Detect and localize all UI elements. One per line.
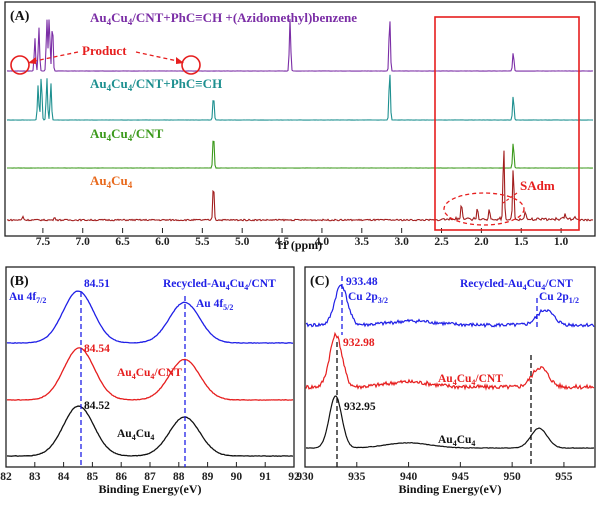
b-tick-label: 87 bbox=[144, 471, 156, 483]
nmr-trace-1 bbox=[7, 18, 594, 72]
b-label-cnt: Au4Cu4/CNT bbox=[117, 367, 182, 381]
a-tick-label: 2.0 bbox=[474, 236, 489, 248]
b-value-recycled: 84.51 bbox=[84, 278, 110, 290]
b-label-recycled: Recycled-Au4Cu4/CNT bbox=[163, 278, 276, 292]
b-tick-label: 88 bbox=[173, 471, 185, 483]
c-tick-label: 935 bbox=[348, 471, 366, 483]
panel-c-xlabel: Binding Energy(eV) bbox=[398, 482, 501, 496]
nmr-trace-2 bbox=[6, 74, 594, 121]
c-label-au4cu4: Au4Cu4 bbox=[438, 434, 475, 448]
product-circle-left bbox=[10, 55, 30, 75]
product-circle-right bbox=[181, 55, 201, 75]
b-label-au4cu4: Au4Cu4 bbox=[117, 428, 154, 442]
xps-au-trace-3 bbox=[6, 405, 294, 457]
xps-cu-trace-1 bbox=[305, 284, 595, 329]
panel-a-frame bbox=[4, 1, 596, 237]
panel-b-ticks: 82 83 84 85 86 87 88 89 90 91 92 bbox=[0, 462, 300, 483]
b-tick-label: 91 bbox=[259, 471, 271, 483]
c-label-cnt: Au4Cu4/CNT bbox=[438, 373, 503, 387]
panel-b-label: (B) bbox=[10, 274, 29, 289]
a-tick-label: 7.5 bbox=[36, 236, 51, 248]
b-tick-label: 83 bbox=[29, 471, 41, 483]
panel-a-traces bbox=[6, 18, 594, 222]
c-tick-label: 955 bbox=[555, 471, 573, 483]
c-label-cu2p12: Cu 2p1/2 bbox=[539, 291, 579, 305]
b-label-au4f52: Au 4f5/2 bbox=[196, 298, 233, 312]
panel-b-traces bbox=[6, 290, 294, 457]
panel-b-xlabel: Binding Energy(eV) bbox=[98, 482, 201, 496]
a-tick-label: 2.5 bbox=[434, 236, 449, 248]
panel-a-ticks: 7.5 7.0 6.5 6.0 5.5 5.0 4.5 4.0 3.5 3.0 2.5 2.0 1.5 1… bbox=[36, 228, 569, 248]
b-tick-label: 84 bbox=[58, 471, 70, 483]
b-tick-label: 90 bbox=[231, 471, 243, 483]
nmr-trace-4 bbox=[6, 150, 594, 222]
xps-au-trace-1 bbox=[6, 290, 294, 344]
xps-cu-trace-3 bbox=[305, 395, 595, 449]
highlight-box bbox=[434, 16, 580, 231]
c-value-recycled: 933.48 bbox=[346, 276, 378, 288]
product-arrowhead-right bbox=[176, 57, 184, 64]
sadm-ellipse bbox=[443, 192, 525, 226]
xps-au-trace-2 bbox=[6, 347, 294, 401]
annotation-product: Product bbox=[82, 43, 127, 58]
sadm-arrow bbox=[502, 192, 518, 204]
a-tick-label: 4.0 bbox=[315, 236, 330, 248]
b-value-au4cu4: 84.52 bbox=[84, 400, 110, 412]
b-tick-label: 82 bbox=[0, 471, 12, 483]
product-arrowhead-left bbox=[28, 57, 36, 64]
a-tick-label: 4.5 bbox=[275, 236, 290, 248]
panel-a: (A) 7.5 7.0 6.5 6.0 5.5 5.0 4.5 4.0 3.5 3.0 2.5 2.0… bbox=[4, 1, 596, 252]
panel-c-label: (C) bbox=[310, 274, 330, 289]
a-tick-label: 1.5 bbox=[514, 236, 529, 248]
a-tick-label: 3.5 bbox=[355, 236, 370, 248]
b-tick-label: 92 bbox=[288, 471, 300, 483]
c-label-cu2p32: Cu 2p3/2 bbox=[348, 291, 388, 305]
panel-a-xlabel: f1 (ppm) bbox=[278, 238, 322, 252]
label-a-series3: Au4Cu4/CNT bbox=[90, 126, 164, 143]
a-tick-label: 1.0 bbox=[554, 236, 569, 248]
panel-b: (B) 82 83 84 85 86 87 88 89 90 91 92 Binding Energ… bbox=[0, 266, 300, 496]
b-tick-label: 86 bbox=[115, 471, 127, 483]
b-value-cnt: 84.54 bbox=[84, 343, 110, 355]
panel-c-traces bbox=[305, 284, 595, 449]
b-tick-label: 85 bbox=[87, 471, 99, 483]
c-tick-label: 940 bbox=[400, 471, 418, 483]
a-tick-label: 5.5 bbox=[195, 236, 210, 248]
label-a-series4: Au4Cu4 bbox=[90, 173, 133, 190]
product-arrow-right bbox=[135, 51, 183, 63]
c-label-recycled: Recycled-Au4Cu4/CNT bbox=[460, 278, 573, 292]
panel-c-frame bbox=[304, 266, 596, 468]
a-tick-label: 3.0 bbox=[394, 236, 409, 248]
nmr-trace-3 bbox=[7, 140, 594, 169]
label-a-series2: Au4Cu4/CNT+PhC≡CH bbox=[90, 76, 222, 93]
a-tick-label: 6.5 bbox=[115, 236, 130, 248]
b-label-au4f72: Au 4f7/2 bbox=[9, 291, 46, 305]
c-value-cnt: 932.98 bbox=[343, 337, 375, 349]
c-tick-label: 945 bbox=[452, 471, 470, 483]
label-a-series1: Au4Cu4/CNT+PhC≡CH +(Azidomethyl)benzene bbox=[90, 10, 357, 27]
annotation-sadm: SAdm bbox=[520, 178, 555, 193]
panel-a-label: (A) bbox=[10, 9, 30, 24]
panel-c-ticks: 930 935 940 945 950 955 bbox=[296, 462, 573, 483]
product-arrow-left bbox=[29, 51, 79, 63]
c-tick-label: 950 bbox=[504, 471, 522, 483]
c-value-au4cu4: 932.95 bbox=[344, 401, 376, 413]
xps-cu-trace-2 bbox=[305, 331, 595, 391]
a-tick-label: 6.0 bbox=[155, 236, 170, 248]
a-tick-label: 5.0 bbox=[235, 236, 250, 248]
b-tick-label: 89 bbox=[202, 471, 214, 483]
a-tick-label: 7.0 bbox=[76, 236, 91, 248]
c-tick-label: 930 bbox=[296, 471, 314, 483]
panel-c: (C) 930 935 940 945 950 955 Binding Energy(eV… bbox=[296, 266, 596, 496]
